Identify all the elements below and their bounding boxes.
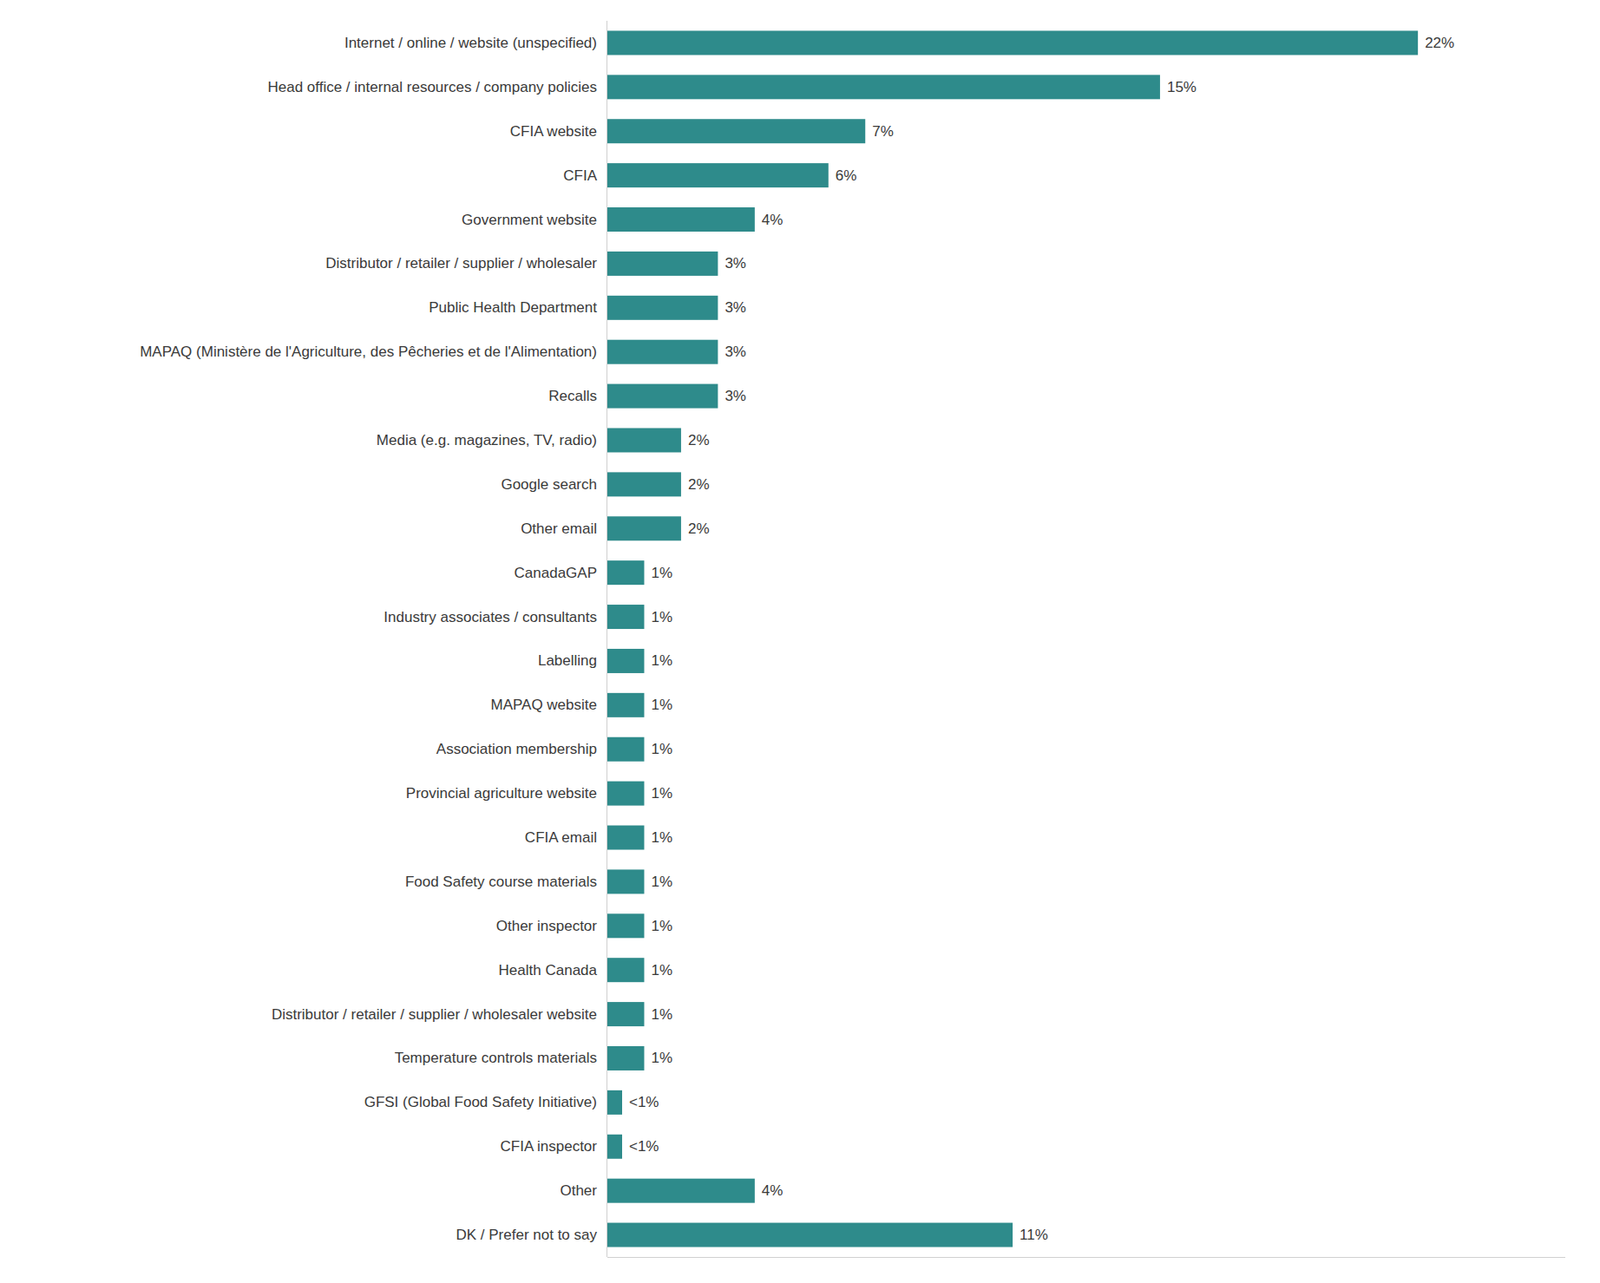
category-label: CFIA [563, 167, 597, 184]
data-label: 4% [761, 211, 784, 229]
bar [607, 207, 755, 232]
bar [607, 913, 644, 938]
bar [607, 74, 1161, 99]
data-label: <1% [629, 1138, 660, 1155]
bar [607, 869, 644, 894]
bar [607, 163, 829, 188]
bar [607, 340, 718, 365]
background [0, 0, 1600, 1283]
category-label: Public Health Department [428, 299, 597, 316]
category-label: CFIA inspector [500, 1138, 598, 1155]
category-label: Distributor / retailer / supplier / whol… [325, 255, 597, 272]
data-label: 3% [724, 255, 747, 272]
category-label: Food Safety course materials [405, 873, 597, 891]
bar [607, 1090, 623, 1115]
bar [607, 649, 644, 674]
bar [607, 1179, 755, 1204]
category-label: Google search [500, 476, 597, 493]
data-label: 1% [650, 918, 673, 935]
y-axis-line [606, 20, 608, 1258]
bar [607, 427, 682, 453]
bar [607, 251, 718, 276]
data-label: 1% [650, 609, 673, 626]
data-label: 11% [1019, 1226, 1049, 1244]
bar [607, 384, 718, 409]
bar [607, 737, 644, 762]
chart-svg: Internet / online / website (unspecified… [0, 0, 1600, 1283]
data-label: 1% [650, 873, 673, 891]
bar [607, 30, 1418, 55]
data-label: 7% [872, 123, 894, 140]
data-label: 22% [1424, 34, 1455, 52]
data-label: 2% [688, 432, 710, 449]
bar [607, 957, 644, 983]
category-label: Distributor / retailer / supplier / whol… [271, 1006, 597, 1023]
category-label: Other inspector [496, 918, 598, 935]
category-label: Other [559, 1182, 597, 1200]
category-label: GFSI (Global Food Safety Initiative) [364, 1094, 597, 1111]
bar [607, 516, 682, 541]
category-label: Head office / internal resources / compa… [267, 78, 597, 96]
data-label: 1% [650, 1049, 673, 1067]
data-label: <1% [629, 1094, 660, 1111]
bar [607, 472, 682, 497]
data-label: 6% [835, 167, 858, 184]
category-label: DK / Prefer not to say [455, 1226, 597, 1244]
category-label: MAPAQ (Ministère de l'Agriculture, des P… [139, 343, 597, 361]
bar [607, 1002, 644, 1027]
category-label: Provincial agriculture website [406, 785, 597, 802]
category-label: CFIA website [510, 123, 597, 140]
category-label: CanadaGAP [514, 564, 597, 582]
data-label: 3% [724, 343, 747, 361]
category-label: Health Canada [498, 962, 598, 979]
data-label: 15% [1167, 78, 1197, 96]
data-label: 1% [650, 696, 673, 714]
data-label: 1% [650, 785, 673, 802]
bar [607, 1223, 1013, 1248]
bar [607, 826, 644, 851]
data-label: 1% [650, 564, 673, 582]
data-label: 4% [761, 1182, 784, 1200]
bar [607, 1046, 644, 1071]
data-label: 1% [650, 1006, 673, 1023]
data-label: 1% [650, 962, 673, 979]
bar [607, 560, 644, 585]
category-label: Temperature controls materials [394, 1049, 597, 1067]
bar [607, 693, 644, 718]
data-label: 1% [650, 829, 673, 846]
bar [607, 781, 644, 807]
category-label: Other email [520, 520, 597, 538]
data-label: 2% [688, 520, 710, 538]
data-label: 1% [650, 652, 673, 669]
category-label: Government website [461, 211, 597, 229]
category-label: Industry associates / consultants [383, 609, 597, 626]
category-label: Recalls [548, 387, 597, 405]
labels: Internet / online / website (unspecified… [139, 34, 1455, 1244]
category-label: Labelling [537, 652, 597, 669]
category-label: MAPAQ website [490, 696, 597, 714]
category-label: Internet / online / website (unspecified… [344, 34, 597, 52]
category-label: Media (e.g. magazines, TV, radio) [376, 432, 597, 449]
data-label: 3% [724, 299, 747, 316]
data-label: 2% [688, 476, 710, 493]
bar [607, 295, 718, 321]
data-label: 1% [650, 740, 673, 758]
data-label: 3% [724, 387, 747, 405]
x-axis-line [607, 1257, 1566, 1259]
bar [607, 604, 644, 630]
chart-container: Internet / online / website (unspecified… [0, 0, 1600, 1283]
bar [607, 118, 866, 144]
category-label: CFIA email [524, 829, 597, 846]
bar [607, 1134, 623, 1160]
category-label: Association membership [436, 740, 597, 758]
bars [607, 30, 1418, 1247]
